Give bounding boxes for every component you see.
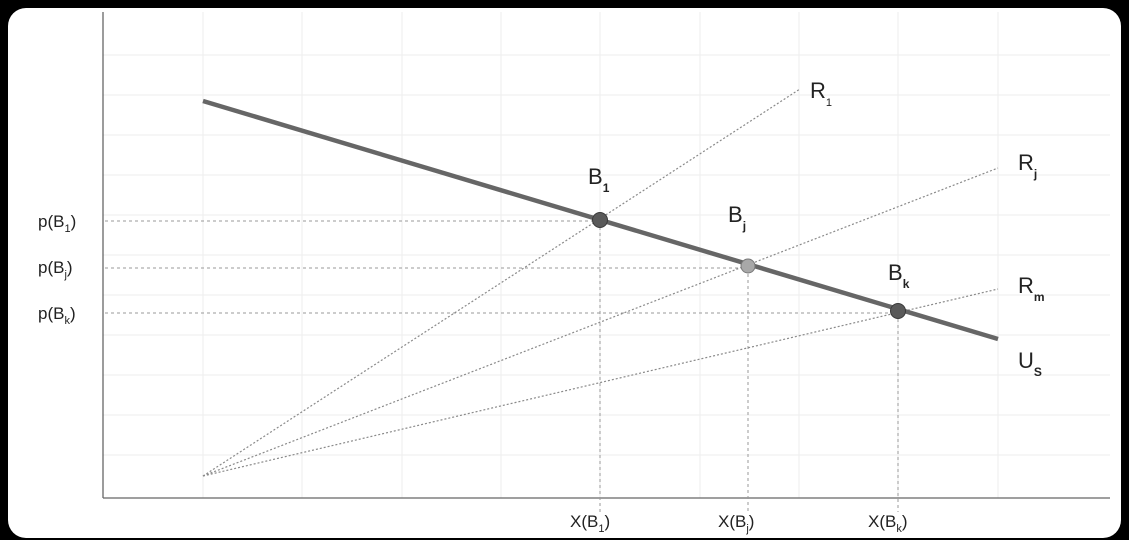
budget-line-sub: S bbox=[1034, 365, 1042, 379]
x-tick-sub: 1 bbox=[598, 523, 604, 535]
point-bk bbox=[890, 303, 906, 319]
y-tick-post: ) bbox=[71, 212, 77, 231]
ray-label-sub: 1 bbox=[826, 97, 832, 109]
y-tick-sub: 1 bbox=[64, 223, 70, 235]
ray-r1 bbox=[202, 88, 801, 477]
x-tick-pre: X(B bbox=[868, 512, 896, 531]
point-label-bk: Bk bbox=[888, 260, 910, 291]
ray-label-rj: Rj bbox=[1018, 150, 1037, 181]
plot-grid bbox=[103, 12, 1110, 498]
y-tick-sub: k bbox=[64, 315, 70, 327]
x-tick-post: ) bbox=[902, 512, 908, 531]
budget-line-label: US bbox=[1018, 348, 1042, 379]
ray-label-base: R bbox=[1018, 150, 1034, 175]
y-tick-p-bk: p(Bk) bbox=[38, 304, 76, 327]
y-tick-post: ) bbox=[70, 304, 76, 323]
point-label-sub: j bbox=[742, 219, 746, 233]
y-tick-p-bj: p(Bj) bbox=[38, 258, 73, 281]
ray-label-sub: j bbox=[1033, 167, 1037, 181]
x-tick-x-bk: X(Bk) bbox=[868, 512, 908, 535]
point-bj bbox=[740, 258, 756, 274]
y-tick-p-b1: p(B1) bbox=[38, 212, 76, 235]
x-tick-post: ) bbox=[604, 512, 610, 531]
x-tick-pre: X(B bbox=[570, 512, 598, 531]
ray-label-base: R bbox=[810, 78, 826, 103]
point-label-b1: B1 bbox=[588, 164, 610, 195]
ray-label-sub: m bbox=[1034, 290, 1045, 304]
x-tick-pre: X(B bbox=[718, 512, 746, 531]
y-tick-post: ) bbox=[67, 258, 73, 277]
point-label-base: B bbox=[888, 260, 903, 285]
x-tick-sub: k bbox=[896, 523, 902, 535]
y-tick-pre: p(B bbox=[38, 212, 64, 231]
point-label-base: B bbox=[728, 202, 743, 227]
y-tick-pre: p(B bbox=[38, 258, 64, 277]
point-label-bj: Bj bbox=[728, 202, 746, 233]
x-tick-x-bj: X(Bj) bbox=[718, 512, 754, 535]
x-tick-sub: j bbox=[745, 523, 748, 535]
ray-label-base: R bbox=[1018, 273, 1034, 298]
point-b1 bbox=[592, 212, 608, 228]
point-label-base: B bbox=[588, 164, 603, 189]
ray-label-r1: R1 bbox=[810, 78, 832, 109]
y-tick-sub: j bbox=[63, 269, 66, 281]
point-label-sub: k bbox=[903, 277, 910, 291]
ray-label-rm: Rm bbox=[1018, 273, 1045, 304]
y-tick-pre: p(B bbox=[38, 304, 64, 323]
diagram-panel bbox=[8, 8, 1121, 538]
x-tick-post: ) bbox=[749, 512, 755, 531]
point-label-sub: 1 bbox=[603, 181, 610, 195]
budget-line-base: U bbox=[1018, 348, 1034, 373]
x-tick-x-b1: X(B1) bbox=[570, 512, 610, 535]
ray-rm bbox=[202, 288, 999, 477]
